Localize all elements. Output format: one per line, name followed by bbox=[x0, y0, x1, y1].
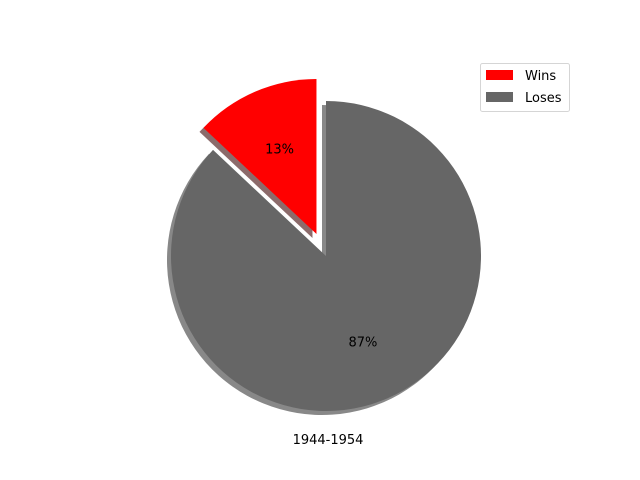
legend: Wins Loses bbox=[480, 63, 570, 112]
x-axis-label: 1944-1954 bbox=[293, 433, 364, 448]
slice-label-loses: 87% bbox=[348, 335, 377, 350]
slice-layer bbox=[171, 78, 481, 411]
slice-label-wins: 13% bbox=[265, 143, 294, 158]
slice-loses bbox=[171, 101, 481, 411]
legend-swatch-wins bbox=[486, 70, 513, 80]
legend-label-wins: Wins bbox=[525, 69, 556, 84]
slice-wins bbox=[203, 78, 317, 234]
legend-label-loses: Loses bbox=[525, 91, 562, 106]
label-layer: 13% 87% bbox=[265, 143, 377, 351]
legend-swatch-loses bbox=[486, 92, 513, 102]
